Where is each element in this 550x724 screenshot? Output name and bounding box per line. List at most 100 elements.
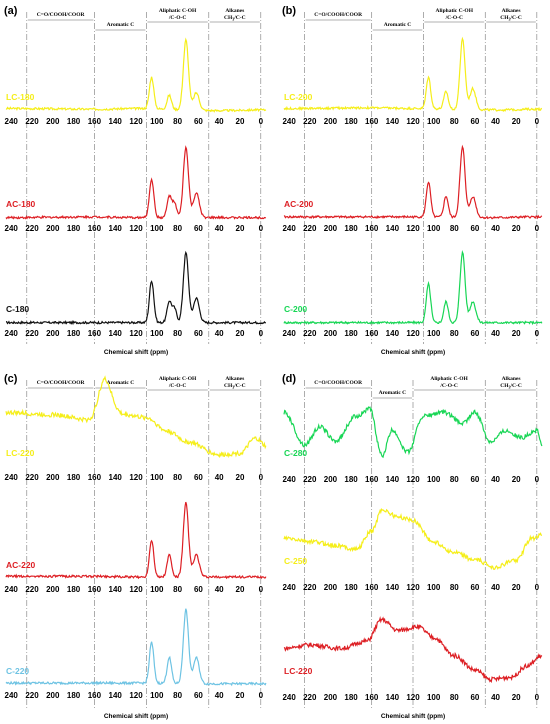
tick-label: 140 bbox=[109, 117, 123, 126]
tick-label: 60 bbox=[194, 691, 203, 700]
tick-label: 100 bbox=[150, 691, 164, 700]
tick-label: 120 bbox=[129, 473, 143, 482]
spectrum-lc-220 bbox=[5, 375, 267, 459]
x-axis-ticks: 240 220 200 180 160 140 120 100 80 60 40 20 0 bbox=[5, 585, 264, 594]
tick-label: 60 bbox=[194, 117, 203, 126]
tick-label: 40 bbox=[215, 329, 224, 338]
tick-label: 220 bbox=[25, 691, 39, 700]
tick-label: 220 bbox=[303, 475, 317, 484]
tick-label: 180 bbox=[67, 691, 81, 700]
tick-label: 160 bbox=[365, 117, 379, 126]
spectrum-ac-220 bbox=[5, 501, 267, 580]
tick-label: 80 bbox=[450, 693, 459, 702]
tick-label: 20 bbox=[236, 329, 245, 338]
panel-c: (c) C=O/COOH/COOR Aromatic C Aliphatic C-OH… bbox=[4, 373, 267, 720]
tick-label: 20 bbox=[512, 475, 521, 484]
tick-label: 120 bbox=[129, 224, 143, 233]
tick-label: 100 bbox=[150, 117, 164, 126]
tick-label: 40 bbox=[491, 583, 500, 592]
tick-label: 240 bbox=[5, 224, 19, 233]
tick-label: 20 bbox=[512, 329, 521, 338]
tick-label: 100 bbox=[427, 117, 441, 126]
series-label: C-280 bbox=[284, 448, 307, 458]
tick-label: 140 bbox=[386, 475, 400, 484]
tick-label: 180 bbox=[344, 475, 358, 484]
tick-label: 120 bbox=[406, 329, 420, 338]
tick-label: 240 bbox=[282, 329, 296, 338]
x-axis-ticks: 240 220 200 180 160 140 120 100 80 60 40 20 0 bbox=[5, 691, 264, 700]
region-label-2: CH3/C-C bbox=[224, 383, 246, 390]
tick-label: 20 bbox=[236, 585, 245, 594]
tick-label: 160 bbox=[88, 329, 102, 338]
tick-label: 180 bbox=[344, 693, 358, 702]
tick-label: 180 bbox=[344, 224, 358, 233]
tick-label: 160 bbox=[88, 117, 102, 126]
tick-label: 100 bbox=[150, 473, 164, 482]
tick-label: 80 bbox=[173, 329, 182, 338]
tick-label: 40 bbox=[491, 224, 500, 233]
tick-label: 120 bbox=[129, 117, 143, 126]
tick-label: 160 bbox=[88, 473, 102, 482]
tick-label: 240 bbox=[5, 117, 19, 126]
spectrum-ac-200 bbox=[283, 144, 543, 220]
tick-label: 80 bbox=[173, 473, 182, 482]
x-axis-ticks: 240 220 200 180 160 140 120 100 80 60 40 20 0 bbox=[282, 329, 539, 338]
tick-label: 40 bbox=[215, 585, 224, 594]
tick-label: 160 bbox=[88, 691, 102, 700]
tick-label: 20 bbox=[512, 693, 521, 702]
tick-label: 100 bbox=[150, 224, 164, 233]
region-label-2: /C-O-C bbox=[168, 383, 186, 389]
tick-label: 220 bbox=[303, 693, 317, 702]
tick-label: 60 bbox=[194, 224, 203, 233]
tick-label: 0 bbox=[259, 117, 264, 126]
tick-label: 0 bbox=[259, 585, 264, 594]
tick-label: 20 bbox=[236, 473, 245, 482]
tick-label: 20 bbox=[512, 583, 521, 592]
tick-label: 200 bbox=[46, 473, 60, 482]
spectrum-lc-200 bbox=[283, 36, 542, 112]
tick-label: 0 bbox=[535, 583, 540, 592]
tick-label: 80 bbox=[450, 475, 459, 484]
tick-label: 100 bbox=[150, 329, 164, 338]
tick-label: 40 bbox=[215, 473, 224, 482]
region-label: C=O/COOH/COOR bbox=[314, 380, 363, 386]
tick-label: 60 bbox=[194, 585, 203, 594]
tick-label: 200 bbox=[324, 475, 338, 484]
tick-label: 60 bbox=[194, 329, 203, 338]
panel-label: (c) bbox=[4, 373, 18, 385]
region-label: Alkanes bbox=[225, 376, 244, 382]
x-axis-label: Chemical shift (ppm) bbox=[104, 349, 168, 356]
x-axis-ticks: 240 220 200 180 160 140 120 100 80 60 40 20 0 bbox=[282, 693, 539, 702]
panel-a: (a) C=O/COOH/COOR Aromatic C Aliphatic C-OH… bbox=[4, 5, 267, 356]
tick-label: 140 bbox=[109, 473, 123, 482]
spectrum-ac-180 bbox=[5, 145, 267, 220]
tick-label: 20 bbox=[236, 117, 245, 126]
spectrum-c-250 bbox=[283, 508, 543, 570]
region-label: C=O/COOH/COOR bbox=[37, 380, 86, 386]
series-label: C-220 bbox=[6, 666, 29, 676]
tick-label: 180 bbox=[67, 329, 81, 338]
region-label: Aromatic C bbox=[107, 380, 135, 386]
region-label: C=O/COOH/COOR bbox=[314, 12, 363, 18]
tick-label: 60 bbox=[470, 583, 479, 592]
spectrum-c-220 bbox=[5, 608, 267, 687]
spectrum-lc-220 bbox=[283, 616, 543, 684]
tick-label: 60 bbox=[470, 475, 479, 484]
tick-label: 240 bbox=[282, 475, 296, 484]
spectrum-c-280 bbox=[283, 406, 543, 459]
tick-label: 200 bbox=[46, 691, 60, 700]
spectrum-lc-180 bbox=[5, 37, 267, 113]
x-axis-ticks: 240 220 200 180 160 140 120 100 80 60 40 20 0 bbox=[5, 117, 264, 126]
tick-label: 0 bbox=[535, 475, 540, 484]
tick-label: 40 bbox=[215, 691, 224, 700]
tick-label: 160 bbox=[88, 224, 102, 233]
series-label: C-180 bbox=[6, 304, 29, 314]
tick-label: 240 bbox=[5, 585, 19, 594]
tick-label: 100 bbox=[150, 585, 164, 594]
tick-label: 40 bbox=[491, 329, 500, 338]
tick-label: 160 bbox=[365, 224, 379, 233]
tick-label: 20 bbox=[512, 117, 521, 126]
tick-label: 140 bbox=[386, 117, 400, 126]
tick-label: 200 bbox=[46, 117, 60, 126]
